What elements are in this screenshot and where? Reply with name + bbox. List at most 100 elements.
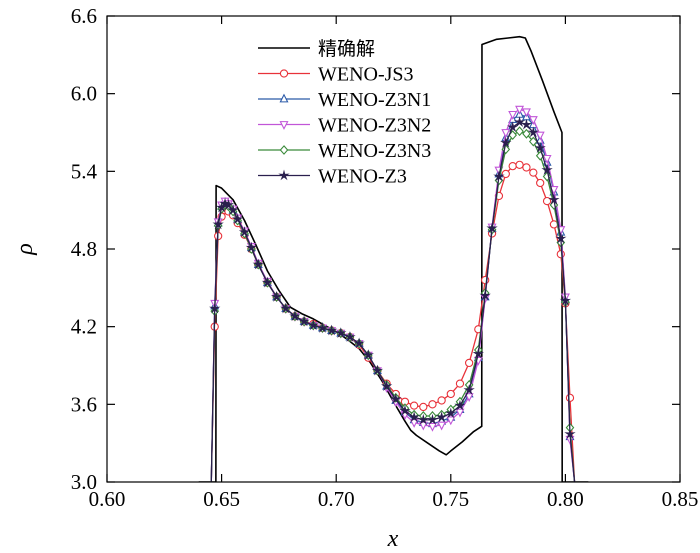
data-point	[426, 413, 439, 425]
legend-entry: WENO-JS3	[258, 64, 414, 86]
legend-label: WENO-Z3N2	[318, 115, 431, 137]
data-point	[486, 222, 498, 234]
data-point	[455, 379, 465, 388]
data-point	[437, 421, 447, 431]
data-point	[252, 258, 264, 270]
data-point	[270, 290, 283, 302]
data-point	[231, 213, 244, 225]
data-point	[529, 168, 538, 177]
data-point	[316, 322, 329, 333]
x-tick-label: 0.65	[203, 487, 240, 511]
data-point	[353, 337, 365, 349]
data-point	[555, 232, 567, 244]
data-point	[522, 128, 531, 139]
data-point	[325, 324, 338, 336]
series-line	[198, 35, 589, 482]
data-point	[515, 105, 525, 115]
data-point	[344, 331, 356, 342]
data-point	[371, 364, 384, 376]
data-point	[564, 428, 576, 439]
data-point	[536, 178, 545, 188]
legend-label: WENO-Z3	[318, 166, 407, 188]
legend-entry: WENO-Z3N3	[258, 140, 431, 162]
x-tick-label: 0.70	[318, 487, 355, 511]
data-point	[362, 349, 374, 360]
data-point	[435, 411, 448, 423]
series-精确解	[198, 35, 589, 482]
legend-marker	[279, 145, 289, 155]
data-point	[501, 144, 511, 155]
data-point	[500, 136, 512, 148]
data-point	[419, 402, 428, 412]
series-WENO-Z3	[209, 116, 576, 482]
plot-frame	[106, 15, 681, 483]
y-tick-label: 3.6	[71, 392, 97, 416]
y-tick-label: 6.0	[71, 82, 97, 106]
series-layer	[198, 35, 589, 482]
data-point	[454, 399, 466, 411]
data-point	[227, 204, 239, 215]
data-point	[238, 226, 251, 237]
data-point	[446, 389, 455, 399]
x-tick-label: 0.80	[547, 487, 584, 511]
data-point	[408, 411, 420, 423]
data-point	[409, 401, 419, 410]
data-point	[335, 327, 347, 338]
data-point	[472, 347, 484, 359]
data-point	[513, 116, 526, 127]
y-axis-title: ρ	[12, 243, 38, 256]
legend-marker	[279, 69, 289, 78]
data-point	[418, 421, 428, 431]
legend-marker	[279, 121, 289, 130]
legend-label: 精确解	[318, 38, 375, 60]
data-point	[455, 408, 465, 418]
y-tick-label: 3.0	[71, 470, 97, 494]
data-point	[437, 396, 446, 405]
data-point	[493, 170, 505, 182]
data-point	[380, 380, 393, 392]
data-point	[209, 302, 221, 314]
data-point	[515, 160, 524, 170]
legend-label: WENO-Z3N3	[318, 140, 431, 162]
data-point	[542, 154, 552, 164]
x-tick-label: 0.85	[662, 487, 699, 511]
series-WENO-JS3	[210, 160, 576, 482]
data-point	[541, 164, 553, 175]
data-point	[212, 218, 224, 230]
data-point	[520, 118, 533, 130]
data-point	[507, 121, 519, 133]
legend-entry: 精确解	[258, 38, 375, 60]
x-axis-title: x	[387, 526, 399, 552]
data-point	[479, 289, 491, 301]
data-point	[298, 315, 310, 327]
data-point	[307, 319, 319, 331]
data-point	[464, 358, 474, 368]
data-point	[261, 276, 274, 288]
data-point	[565, 393, 575, 403]
data-point	[528, 136, 538, 147]
data-point	[528, 116, 538, 125]
data-point	[446, 416, 456, 426]
legend-entry: WENO-Z3N2	[258, 115, 431, 137]
x-tick-label: 0.75	[432, 487, 469, 511]
data-point	[390, 393, 402, 404]
data-point	[521, 108, 531, 118]
data-point	[535, 131, 545, 141]
data-point	[508, 110, 518, 120]
y-tick-label: 5.4	[71, 159, 98, 183]
data-point	[542, 196, 552, 206]
legend-label: WENO-Z3N1	[318, 89, 431, 111]
series-line	[210, 164, 576, 482]
data-point	[464, 393, 474, 402]
data-point	[559, 294, 572, 306]
data-point	[527, 126, 539, 138]
data-point	[548, 193, 560, 205]
data-point	[508, 162, 517, 171]
data-point	[445, 407, 457, 419]
data-point	[245, 241, 258, 253]
legend: 精确解 WENO-JS3 WENO-Z3N1 WENO-Z3N2 WENO-Z3N3 WE…	[258, 38, 431, 188]
y-tick-label: 4.8	[71, 237, 97, 261]
y-tick-label: 4.2	[71, 315, 97, 339]
data-point	[399, 404, 411, 416]
